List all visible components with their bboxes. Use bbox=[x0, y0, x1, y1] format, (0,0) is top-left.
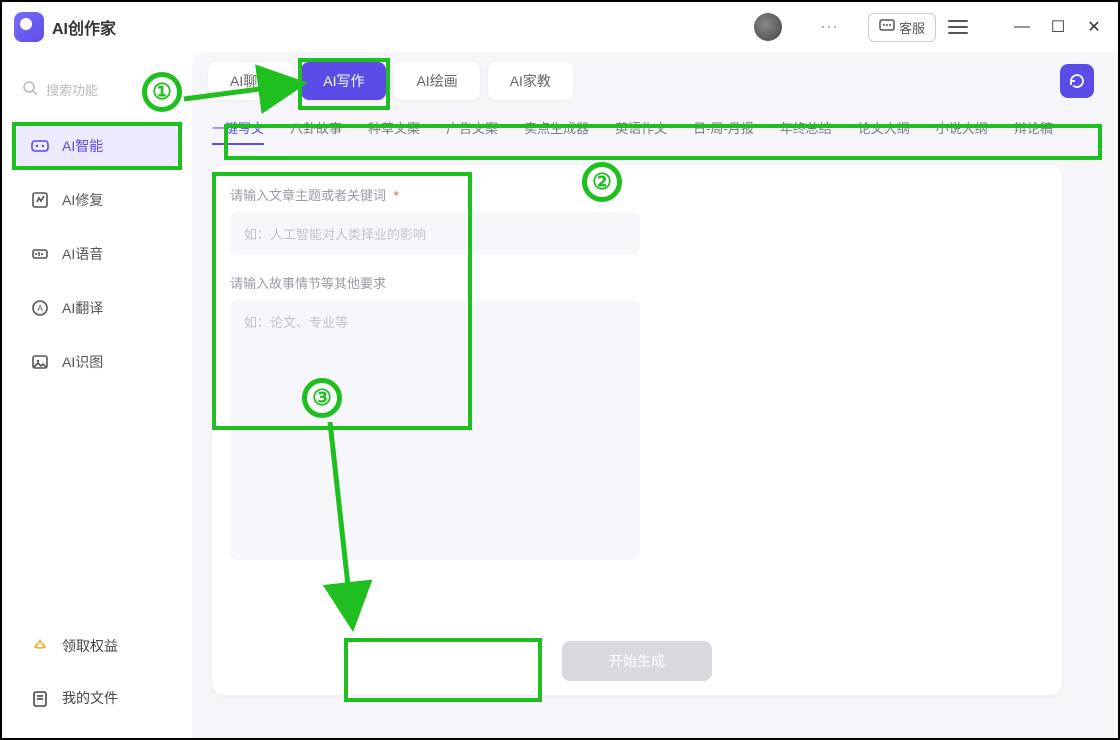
subtabs: 一键写文八卦故事种草文案广告文案卖点生成器英语作文日-周-月报年终总结论文大纲小… bbox=[192, 100, 1118, 155]
sidebar-item-label: AI智能 bbox=[62, 136, 103, 156]
app-title: AI创作家 bbox=[52, 15, 116, 39]
search-placeholder: 搜索功能 bbox=[46, 80, 98, 99]
topic-label: 请输入文章主题或者关键词 * bbox=[230, 185, 1044, 204]
subtab-6[interactable]: 日-周-月报 bbox=[693, 118, 754, 145]
titlebar: AI创作家 ⋯ 客服 — ☐ ✕ bbox=[2, 2, 1118, 52]
search-input[interactable]: 搜索功能 bbox=[16, 72, 178, 106]
subtab-9[interactable]: 小说大纲 bbox=[936, 118, 988, 145]
sidebar-item-3[interactable]: A AI翻译 bbox=[16, 286, 178, 330]
sidebar-bottom-label: 领取权益 bbox=[62, 636, 118, 656]
nav: AI智能 AI修复 AI语音 A AI翻译 AI识图 bbox=[16, 124, 178, 384]
tab-0[interactable]: AI聊天 bbox=[208, 62, 293, 100]
topic-placeholder: 如：人工智能对人类择业的影响 bbox=[244, 227, 426, 242]
subtab-2[interactable]: 种草文案 bbox=[368, 118, 420, 145]
chat-icon bbox=[879, 19, 895, 36]
ai-icon bbox=[30, 136, 50, 156]
tab-2[interactable]: AI绘画 bbox=[394, 62, 479, 100]
required-star: * bbox=[394, 188, 399, 203]
close-button[interactable]: ✕ bbox=[1082, 15, 1106, 39]
subtab-4[interactable]: 卖点生成器 bbox=[524, 118, 589, 145]
subtab-1[interactable]: 八卦故事 bbox=[290, 118, 342, 145]
maximize-button[interactable]: ☐ bbox=[1046, 15, 1070, 39]
tabs: AI聊天AI写作AI绘画AI家教 bbox=[192, 62, 1118, 100]
sidebar-item-label: AI语音 bbox=[62, 244, 103, 264]
tab-1[interactable]: AI写作 bbox=[301, 62, 386, 100]
more-icon[interactable]: ⋯ bbox=[820, 17, 838, 38]
form-panel: 请输入文章主题或者关键词 * 如：人工智能对人类择业的影响 请输入故事情节等其他… bbox=[212, 165, 1062, 695]
sidebar-bottom-item-0[interactable]: 领取权益 bbox=[16, 626, 178, 666]
sidebar-bottom-label: 我的文件 bbox=[62, 688, 118, 708]
detail-label: 请输入故事情节等其他要求 bbox=[230, 273, 1044, 292]
detail-input[interactable]: 如：论文、专业等 bbox=[230, 300, 640, 560]
subtab-10[interactable]: 辩论稿 bbox=[1014, 118, 1053, 145]
voice-icon bbox=[30, 244, 50, 264]
generate-button[interactable]: 开始生成 bbox=[562, 641, 712, 681]
sidebar-item-label: AI翻译 bbox=[62, 298, 103, 318]
logo: AI创作家 bbox=[14, 12, 116, 42]
translate-icon: A bbox=[30, 298, 50, 318]
search-icon bbox=[22, 80, 38, 99]
sidebar-item-1[interactable]: AI修复 bbox=[16, 178, 178, 222]
subtab-3[interactable]: 广告文案 bbox=[446, 118, 498, 145]
sidebar-item-4[interactable]: AI识图 bbox=[16, 340, 178, 384]
cs-label: 客服 bbox=[899, 18, 925, 37]
repair-icon bbox=[30, 190, 50, 210]
logo-icon bbox=[14, 12, 44, 42]
tab-3[interactable]: AI家教 bbox=[488, 62, 573, 100]
detail-placeholder: 如：论文、专业等 bbox=[244, 315, 348, 330]
form-area: 请输入文章主题或者关键词 * 如：人工智能对人类择业的影响 请输入故事情节等其他… bbox=[192, 155, 1118, 695]
sidebar-item-label: AI修复 bbox=[62, 190, 103, 210]
sidebar-bottom-item-1[interactable]: 我的文件 bbox=[16, 678, 178, 718]
sidebar-item-2[interactable]: AI语音 bbox=[16, 232, 178, 276]
subtab-7[interactable]: 年终总结 bbox=[780, 118, 832, 145]
subtab-8[interactable]: 论文大纲 bbox=[858, 118, 910, 145]
sidebar-item-0[interactable]: AI智能 bbox=[16, 124, 178, 168]
sidebar-item-label: AI识图 bbox=[62, 352, 103, 372]
minimize-button[interactable]: — bbox=[1010, 15, 1034, 39]
image-icon bbox=[30, 352, 50, 372]
folder-icon bbox=[30, 688, 50, 708]
sidebar-bottom: 领取权益我的文件 bbox=[16, 626, 178, 718]
avatar[interactable] bbox=[754, 13, 782, 41]
subtab-5[interactable]: 英语作文 bbox=[615, 118, 667, 145]
customer-service-button[interactable]: 客服 bbox=[868, 13, 936, 42]
main: AI聊天AI写作AI绘画AI家教 一键写文八卦故事种草文案广告文案卖点生成器英语… bbox=[192, 52, 1118, 738]
menu-icon[interactable] bbox=[948, 20, 968, 34]
subtab-0[interactable]: 一键写文 bbox=[212, 118, 264, 145]
topic-input[interactable]: 如：人工智能对人类择业的影响 bbox=[230, 212, 640, 255]
sidebar: 搜索功能 AI智能 AI修复 AI语音 A AI翻译 AI识图 领取权益我的文件 bbox=[2, 52, 192, 738]
gift-icon bbox=[30, 636, 50, 656]
history-button[interactable] bbox=[1060, 64, 1094, 98]
svg-text:A: A bbox=[37, 304, 43, 313]
